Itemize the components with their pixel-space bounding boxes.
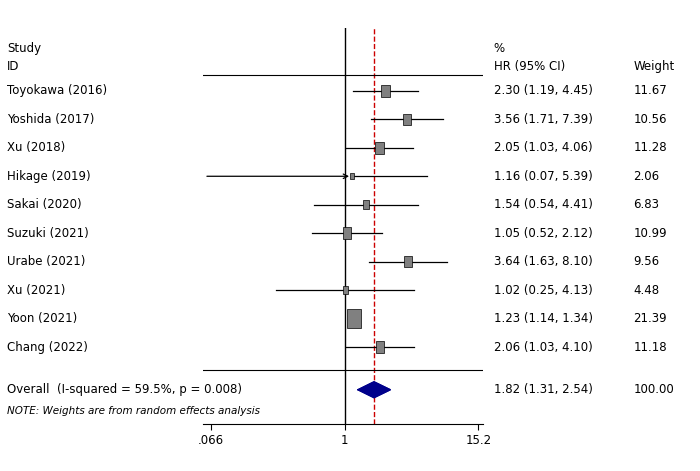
Text: 3.64 (1.63, 8.10): 3.64 (1.63, 8.10) xyxy=(494,255,592,268)
Text: 1.02 (0.25, 4.13): 1.02 (0.25, 4.13) xyxy=(494,284,592,297)
Text: 100.00: 100.00 xyxy=(634,383,674,396)
Text: Study: Study xyxy=(7,42,41,55)
Text: Sakai (2020): Sakai (2020) xyxy=(7,198,82,211)
Text: 1.54 (0.54, 4.41): 1.54 (0.54, 4.41) xyxy=(494,198,592,211)
Bar xyxy=(404,256,412,267)
Text: Hikage (2019): Hikage (2019) xyxy=(7,170,90,183)
Text: 1.16 (0.07, 5.39): 1.16 (0.07, 5.39) xyxy=(494,170,592,183)
Bar xyxy=(347,309,361,328)
Text: 9.56: 9.56 xyxy=(634,255,659,268)
Bar xyxy=(375,142,384,154)
Bar xyxy=(342,227,351,239)
Text: 11.28: 11.28 xyxy=(634,141,667,154)
Text: 11.67: 11.67 xyxy=(634,84,667,97)
Bar xyxy=(350,173,354,179)
Text: 11.18: 11.18 xyxy=(634,341,667,354)
Text: 1.23 (1.14, 1.34): 1.23 (1.14, 1.34) xyxy=(494,312,592,325)
Bar xyxy=(402,114,411,125)
Text: Weight: Weight xyxy=(634,60,675,73)
Text: NOTE: Weights are from random effects analysis: NOTE: Weights are from random effects an… xyxy=(7,406,260,416)
Text: ID: ID xyxy=(7,60,20,73)
Text: 1.82 (1.31, 2.54): 1.82 (1.31, 2.54) xyxy=(494,383,592,396)
Text: 10.56: 10.56 xyxy=(634,113,667,126)
Text: Overall  (I-squared = 59.5%, p = 0.008): Overall (I-squared = 59.5%, p = 0.008) xyxy=(7,383,242,396)
Text: %: % xyxy=(494,42,505,55)
Text: 1.05 (0.52, 2.12): 1.05 (0.52, 2.12) xyxy=(494,227,592,240)
Text: Xu (2021): Xu (2021) xyxy=(7,284,65,297)
Text: Xu (2018): Xu (2018) xyxy=(7,141,65,154)
Text: 2.05 (1.03, 4.06): 2.05 (1.03, 4.06) xyxy=(494,141,592,154)
Text: Toyokawa (2016): Toyokawa (2016) xyxy=(7,84,107,97)
Text: 4.48: 4.48 xyxy=(634,284,659,297)
Text: HR (95% CI): HR (95% CI) xyxy=(494,60,565,73)
Text: 2.30 (1.19, 4.45): 2.30 (1.19, 4.45) xyxy=(494,84,592,97)
Text: 3.56 (1.71, 7.39): 3.56 (1.71, 7.39) xyxy=(494,113,592,126)
Text: 10.99: 10.99 xyxy=(634,227,667,240)
Text: Chang (2022): Chang (2022) xyxy=(7,341,88,354)
Bar xyxy=(376,341,384,353)
Text: Suzuki (2021): Suzuki (2021) xyxy=(7,227,89,240)
Text: Yoshida (2017): Yoshida (2017) xyxy=(7,113,94,126)
Polygon shape xyxy=(358,382,391,398)
Text: Yoon (2021): Yoon (2021) xyxy=(7,312,77,325)
Text: 6.83: 6.83 xyxy=(634,198,659,211)
Text: 2.06 (1.03, 4.10): 2.06 (1.03, 4.10) xyxy=(494,341,592,354)
Bar xyxy=(381,85,390,97)
Bar xyxy=(363,200,369,209)
Text: Urabe (2021): Urabe (2021) xyxy=(7,255,85,268)
Text: 21.39: 21.39 xyxy=(634,312,667,325)
Bar xyxy=(343,286,348,294)
Text: 2.06: 2.06 xyxy=(634,170,659,183)
